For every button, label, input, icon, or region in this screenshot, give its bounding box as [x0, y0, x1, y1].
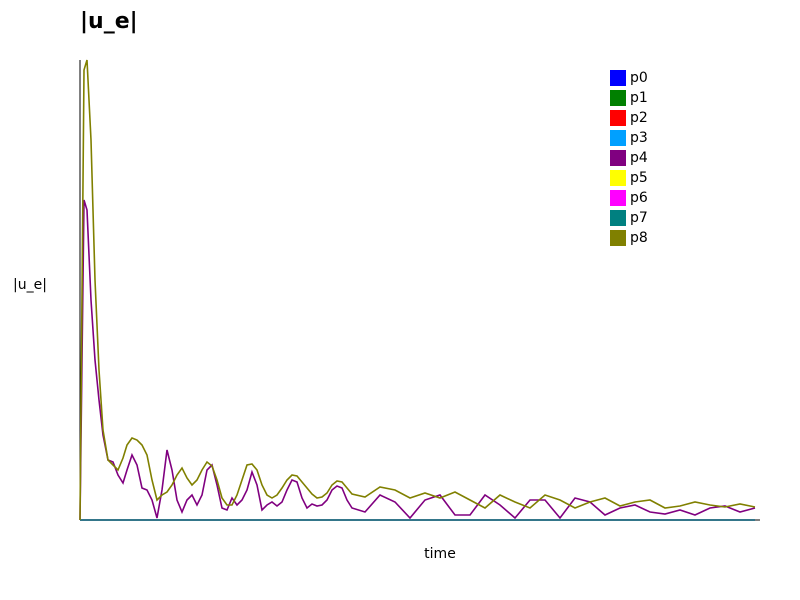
x-axis-label: time	[424, 546, 456, 562]
legend-swatch	[610, 130, 626, 146]
legend-label: p0	[630, 70, 648, 86]
series-line	[79, 199, 756, 521]
legend-label: p1	[630, 90, 648, 106]
legend-swatch	[610, 210, 626, 226]
legend-label: p7	[630, 210, 648, 226]
legend-swatch	[610, 170, 626, 186]
y-axis-label: |u_e|	[13, 277, 47, 293]
legend-label: p8	[630, 230, 648, 246]
legend-label: p3	[630, 130, 648, 146]
legend-swatch	[610, 90, 626, 106]
legend-swatch	[610, 230, 626, 246]
legend-label: p2	[630, 110, 648, 126]
legend-label: p4	[630, 150, 648, 166]
series-line	[79, 59, 756, 521]
legend-swatch	[610, 70, 626, 86]
legend-label: p6	[630, 190, 648, 206]
legend-label: p5	[630, 170, 648, 186]
legend-swatch	[610, 190, 626, 206]
chart-title: |u_e|	[80, 9, 138, 34]
legend-swatch	[610, 150, 626, 166]
legend-swatch	[610, 110, 626, 126]
